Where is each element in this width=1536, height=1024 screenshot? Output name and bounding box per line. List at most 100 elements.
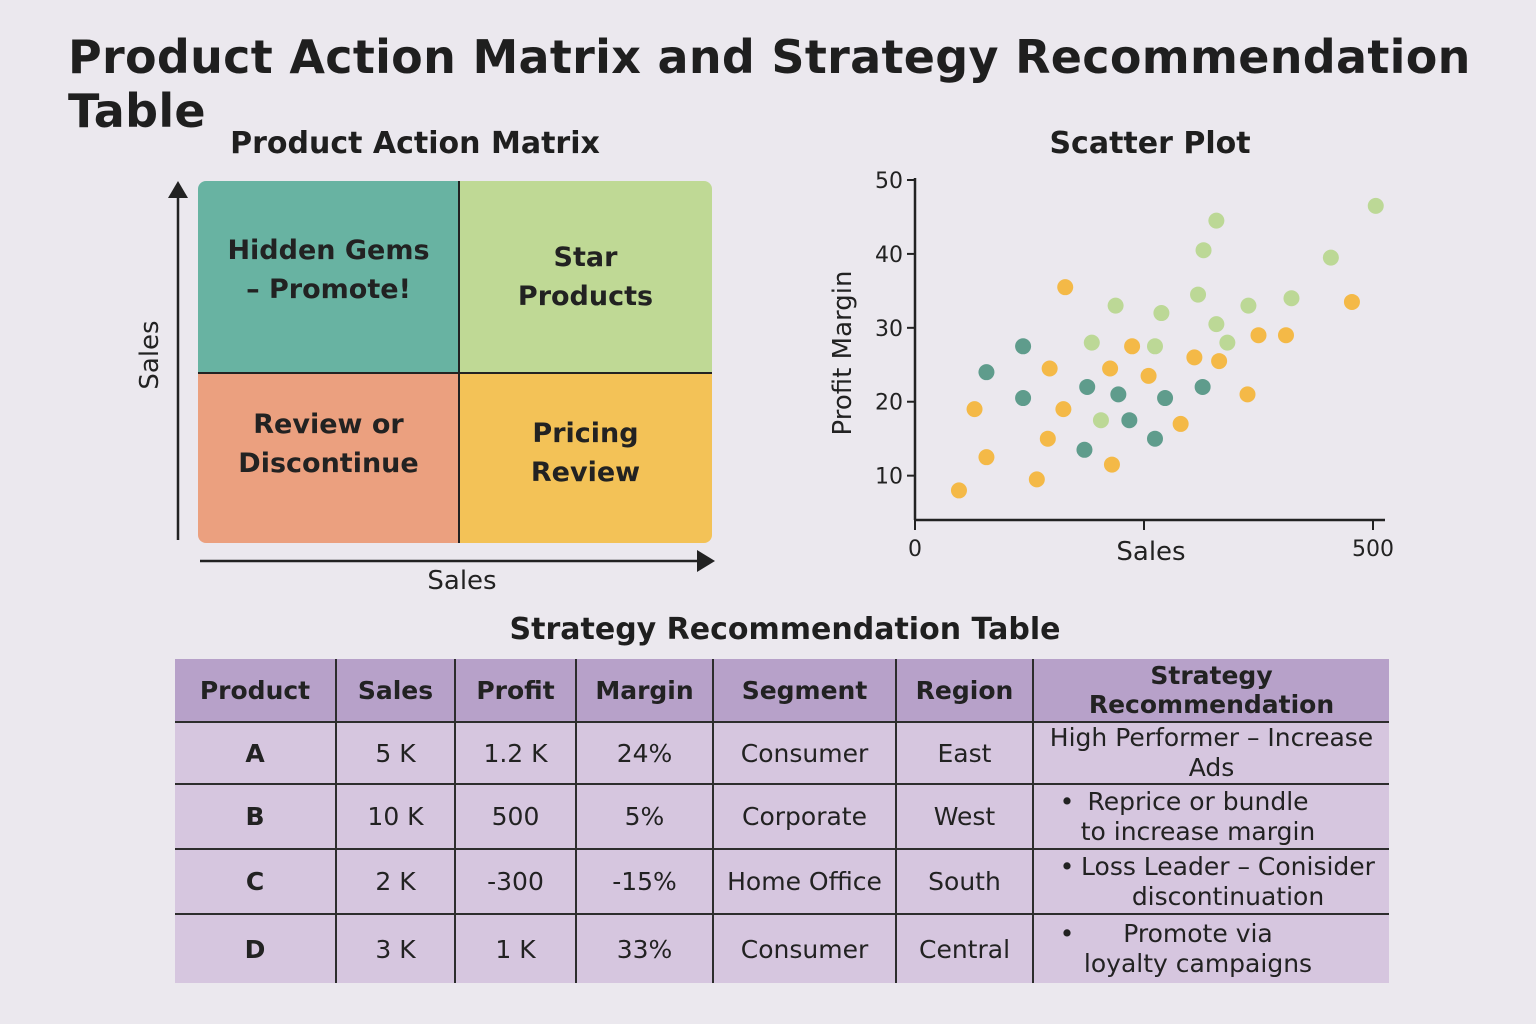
scatter-point	[1211, 353, 1228, 370]
scatter-point	[1107, 297, 1124, 314]
cell-region: Central	[895, 913, 1033, 983]
table-row: D 3 K 1 K 33% Consumer Central • Promote …	[175, 913, 1389, 983]
cell-region: East	[895, 721, 1033, 784]
quadrant-star-products: Star Products	[459, 181, 712, 373]
y-tick-label: 20	[875, 391, 903, 416]
scatter-point	[1055, 401, 1072, 418]
scatter-point	[1157, 390, 1174, 407]
scatter-point	[950, 482, 967, 499]
scatter-point	[1015, 390, 1032, 407]
bullet-icon: •	[1059, 919, 1075, 948]
strategy-text: Loss Leader – Conisider discontinuation	[1081, 851, 1375, 911]
scatter-point	[1367, 197, 1384, 214]
quadrant-pricing-review: Pricing Review	[459, 373, 712, 543]
cell-profit: 1 K	[454, 913, 576, 983]
scatter-point	[1208, 316, 1225, 333]
matrix-x-axis-label: Sales	[427, 566, 497, 596]
scatter-point	[1028, 471, 1045, 488]
scatter-point	[1121, 412, 1138, 429]
cell-margin: 24%	[575, 721, 713, 784]
quadrant-review-discontinue: Review or Discontinue	[198, 373, 459, 543]
scatter-point	[1124, 338, 1141, 355]
y-tick-label: 50	[875, 169, 903, 194]
table-header-row: Product Sales Profit Margin Segment Regi…	[175, 659, 1389, 722]
scatter-point	[1140, 367, 1157, 384]
scatter-point	[1283, 290, 1300, 307]
cell-strategy: • Reprice or bundle to increase margin	[1032, 783, 1389, 849]
scatter-point	[1079, 378, 1096, 395]
scatter-point	[978, 364, 995, 381]
scatter-point	[978, 449, 995, 466]
bullet-icon: •	[1059, 851, 1075, 881]
bullet-icon: •	[1059, 786, 1075, 816]
scatter-point	[1041, 360, 1058, 377]
column-header: Profit	[454, 659, 576, 722]
table-row: C 2 K -300 -15% Home Office South • Loss …	[175, 848, 1389, 914]
column-header: Strategy Recommendation	[1032, 659, 1389, 722]
scatter-point	[1015, 338, 1032, 355]
scatter-point	[1322, 249, 1339, 266]
matrix-vertical-divider	[458, 181, 460, 543]
scatter-y-axis-label: Profit Margin	[828, 271, 858, 436]
scatter-point	[1250, 327, 1267, 344]
scatter-point	[1102, 360, 1119, 377]
cell-strategy: High Performer – Increase Ads	[1032, 721, 1389, 784]
column-header: Margin	[575, 659, 713, 722]
scatter-point	[1195, 242, 1212, 259]
cell-strategy: • Promote via loyalty campaigns	[1032, 913, 1389, 983]
table-row: B 10 K 500 5% Corporate West • Reprice or…	[175, 783, 1389, 849]
scatter-point	[1146, 338, 1163, 355]
scatter-title: Scatter Plot	[1049, 126, 1251, 161]
scatter-point	[1239, 386, 1256, 403]
cell-product: A	[175, 721, 336, 784]
product-action-matrix: Hidden Gems – Promote! Star Products Rev…	[198, 181, 712, 543]
cell-region: South	[895, 848, 1033, 914]
cell-product: D	[175, 913, 336, 983]
strategy-text: Promote via loyalty campaigns	[1083, 919, 1313, 978]
matrix-y-axis-arrow	[168, 181, 188, 198]
scatter-point	[1057, 279, 1074, 296]
scatter-point	[1103, 456, 1120, 473]
scatter-point	[1076, 441, 1093, 458]
scatter-point	[1190, 286, 1207, 303]
column-header: Sales	[335, 659, 455, 722]
scatter-point	[1146, 430, 1163, 447]
cell-segment: Corporate	[712, 783, 896, 849]
cell-profit: 1.2 K	[454, 721, 576, 784]
scatter-point	[1092, 412, 1109, 429]
scatter-point	[1240, 297, 1257, 314]
scatter-point	[1083, 334, 1100, 351]
quadrant-hidden-gems-label: Hidden Gems – Promote!	[227, 234, 430, 305]
cell-margin: -15%	[575, 848, 713, 914]
scatter-point	[1194, 378, 1211, 395]
cell-margin: 33%	[575, 913, 713, 983]
y-tick-label: 30	[875, 317, 903, 342]
scatter-point	[966, 401, 983, 418]
page-title: Product Action Matrix and Strategy Recom…	[68, 30, 1471, 138]
strategy-text: Reprice or bundle to increase margin	[1080, 786, 1316, 846]
table-title: Strategy Recommendation Table	[509, 612, 1061, 647]
cell-sales: 3 K	[335, 913, 455, 983]
column-header: Segment	[712, 659, 896, 722]
scatter-point	[1110, 386, 1127, 403]
column-header: Product	[175, 659, 336, 722]
scatter-point	[1343, 293, 1360, 310]
scatter-point	[1208, 212, 1225, 229]
scatter-point	[1039, 430, 1056, 447]
quadrant-pricing-review-label: Pricing Review	[530, 417, 641, 488]
table-row: A 5 K 1.2 K 24% Consumer East High Perfo…	[175, 721, 1389, 784]
scatter-point	[1219, 334, 1236, 351]
scatter-point	[1277, 327, 1294, 344]
cell-sales: 2 K	[335, 848, 455, 914]
matrix-y-axis-label: Sales	[135, 320, 165, 390]
cell-strategy: • Loss Leader – Conisider discontinuation	[1032, 848, 1389, 914]
cell-region: West	[895, 783, 1033, 849]
matrix-x-axis-arrow	[697, 550, 715, 572]
cell-product: C	[175, 848, 336, 914]
scatter-point	[1186, 349, 1203, 366]
scatter-point	[1153, 305, 1170, 322]
cell-sales: 5 K	[335, 721, 455, 784]
column-header: Region	[895, 659, 1033, 722]
matrix-title: Product Action Matrix	[230, 126, 600, 161]
cell-profit: -300	[454, 848, 576, 914]
